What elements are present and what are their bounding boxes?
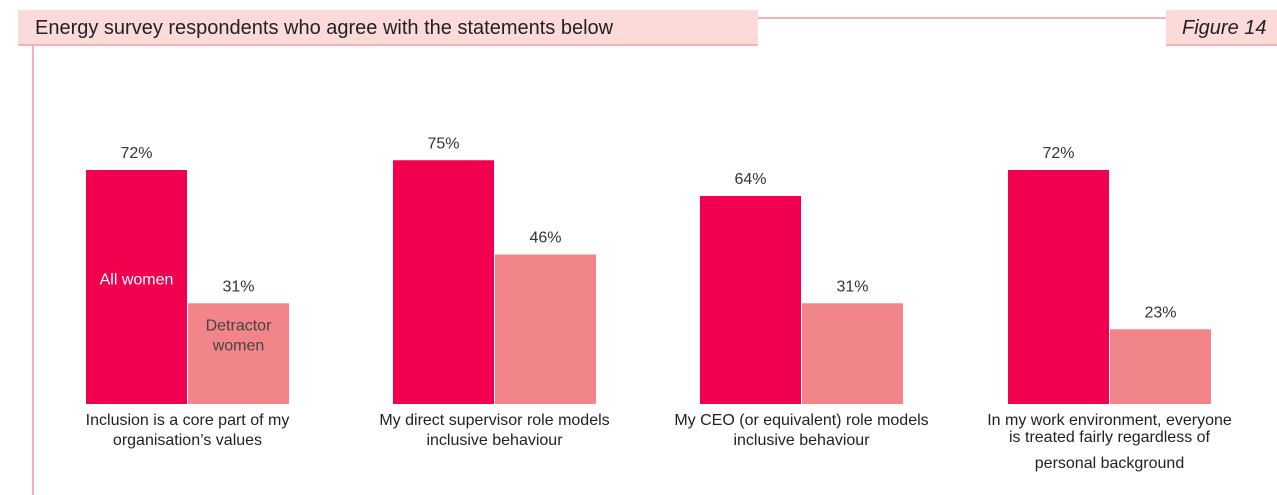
- category-label-4-line-2: is treated fairly regardless of: [1009, 429, 1211, 446]
- value-label-all-women-3: 64%: [734, 171, 766, 188]
- value-label-all-women-4: 72%: [1042, 145, 1074, 162]
- bar-all-women-2: [393, 160, 494, 404]
- category-label-4-line-1: In my work environment, everyone: [987, 412, 1232, 429]
- value-label-detractor-women-3: 31%: [836, 278, 868, 295]
- value-label-all-women-1: 72%: [120, 145, 152, 162]
- category-label-1-line-1: Inclusion is a core part of my: [86, 412, 290, 429]
- category-label-1-line-2: organisation’s values: [113, 432, 262, 449]
- series-label-detractor-women-line-2: women: [212, 337, 265, 354]
- bar-all-women-3: [700, 196, 801, 404]
- category-label-3-line-2: inclusive behaviour: [733, 432, 870, 449]
- series-label-all-women: All women: [100, 272, 174, 289]
- value-label-detractor-women-1: 31%: [222, 278, 254, 295]
- value-label-detractor-women-2: 46%: [529, 230, 561, 247]
- category-label-2-line-2: inclusive behaviour: [426, 432, 563, 449]
- bar-detractor-women-2: [495, 255, 596, 405]
- bar-all-women-4: [1008, 170, 1109, 404]
- category-label-2-line-1: My direct supervisor role models: [379, 412, 609, 429]
- category-label-3-line-1: My CEO (or equivalent) role models: [674, 412, 928, 429]
- series-label-detractor-women-line-1: Detractor: [206, 317, 272, 334]
- value-label-detractor-women-4: 23%: [1144, 304, 1176, 321]
- bar-detractor-women-3: [802, 303, 903, 404]
- value-label-all-women-2: 75%: [427, 135, 459, 152]
- bar-detractor-women-4: [1110, 329, 1211, 404]
- category-label-4-line-3: personal background: [1035, 455, 1184, 472]
